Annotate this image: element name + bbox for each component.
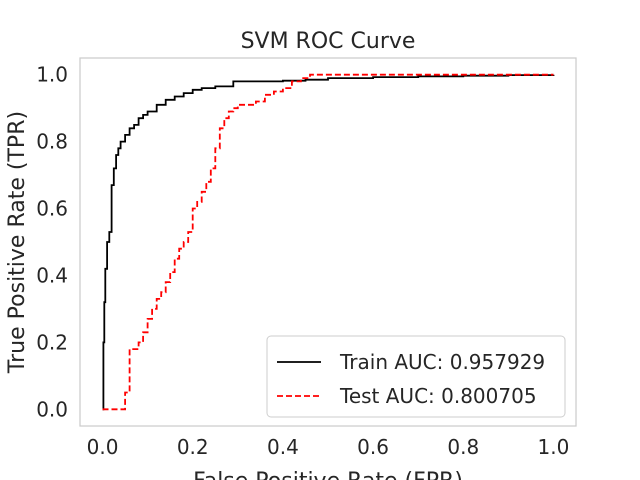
series-layer	[102, 73, 555, 411]
legend-label: Test AUC: 0.800705	[339, 384, 537, 408]
legend-label: Train AUC: 0.957929	[339, 350, 545, 374]
x-axis-label: False Positive Rate (FPR)	[193, 469, 463, 480]
legend-box	[266, 335, 566, 418]
y-tick-label: 0.4	[36, 263, 68, 287]
y-tick-label: 1.0	[36, 63, 68, 87]
x-tick-label: 0.6	[357, 435, 389, 459]
x-tick-label: 0.2	[177, 435, 209, 459]
x-tick-label: 0.8	[447, 435, 479, 459]
series-line-train	[102, 74, 555, 411]
y-axis-ticks: 0.0 0.2 0.4 0.6 0.8 1.0	[36, 63, 68, 422]
y-tick-label: 0.0	[36, 397, 68, 421]
chart-title: SVM ROC Curve	[241, 29, 416, 54]
x-axis-ticks: 0.0 0.2 0.4 0.6 0.8 1.0	[87, 435, 570, 459]
y-tick-label: 0.8	[36, 130, 68, 154]
series-line-test	[102, 73, 554, 411]
x-tick-label: 0.4	[267, 435, 299, 459]
legend: Train AUC: 0.957929 Test AUC: 0.800705	[266, 335, 566, 418]
x-tick-label: 1.0	[538, 435, 570, 459]
y-axis-label: True Positive Rate (TPR)	[5, 111, 30, 374]
x-tick-label: 0.0	[87, 435, 119, 459]
y-tick-label: 0.2	[36, 330, 68, 354]
y-tick-label: 0.6	[36, 197, 68, 221]
